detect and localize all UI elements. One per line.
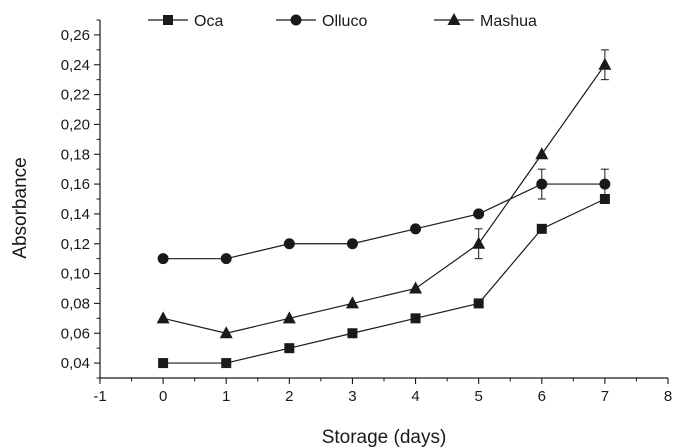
- data-point: [536, 178, 548, 190]
- x-tick-label: 2: [285, 388, 293, 405]
- data-point: [158, 358, 169, 369]
- y-tick-label: 0,06: [61, 325, 90, 342]
- data-point: [282, 311, 296, 324]
- x-tick-label: 4: [411, 388, 419, 405]
- legend: Oca Olluco Mashua: [148, 13, 537, 30]
- legend-item-olluco: Olluco: [276, 13, 367, 30]
- data-point: [410, 313, 421, 324]
- y-tick-label: 0,18: [61, 146, 90, 163]
- data-point: [535, 147, 549, 160]
- x-tick-label: 6: [538, 388, 546, 405]
- series-layer: [156, 49, 612, 369]
- data-point: [157, 253, 169, 265]
- y-axis-title: Absorbance: [10, 157, 31, 258]
- series-line: [162, 64, 606, 334]
- y-tick-label: 0,04: [61, 355, 90, 372]
- data-point: [473, 208, 485, 220]
- y-tick-label: 0,14: [61, 206, 90, 223]
- data-point: [221, 358, 232, 369]
- data-point: [410, 223, 422, 235]
- x-tick-label: 3: [348, 388, 356, 405]
- series-oca: [158, 194, 610, 369]
- y-tick-label: 0,22: [61, 87, 90, 104]
- y-tick-label: 0,24: [61, 57, 90, 74]
- data-point: [283, 238, 295, 250]
- x-tick-label: 7: [601, 388, 609, 405]
- x-tick-label: 1: [222, 388, 230, 405]
- x-tick-label: 5: [474, 388, 482, 405]
- axes: -1 0 1 2 3 4 5 6 7 8 0,04 0,06 0,08 0,10 0,12 0,14 0,16 0…: [61, 19, 672, 405]
- series-line: [163, 198, 606, 364]
- y-tick-label: 0,20: [61, 116, 90, 133]
- x-axis-title: Storage (days): [322, 427, 447, 448]
- data-point: [347, 328, 358, 339]
- data-point: [536, 223, 547, 234]
- data-point: [598, 57, 612, 70]
- series-olluco: [157, 168, 611, 265]
- y-tick-label: 0,16: [61, 176, 90, 193]
- data-point: [156, 311, 170, 324]
- data-point: [599, 178, 611, 190]
- legend-label: Mashua: [480, 13, 537, 30]
- data-point: [346, 238, 358, 250]
- series-mashua: [156, 49, 612, 339]
- series-line: [163, 183, 605, 260]
- legend-marker-icon: [447, 13, 461, 25]
- data-point: [220, 253, 232, 265]
- y-tick-label: 0,26: [61, 27, 90, 44]
- legend-label: Oca: [194, 13, 223, 30]
- legend-item-oca: Oca: [148, 13, 223, 30]
- x-tick-label: 8: [664, 388, 672, 405]
- data-point: [219, 326, 233, 339]
- legend-marker-icon: [290, 14, 302, 26]
- x-tick-label: -1: [93, 388, 106, 405]
- legend-label: Olluco: [322, 13, 367, 30]
- legend-item-mashua: Mashua: [434, 13, 537, 30]
- data-point: [473, 298, 484, 309]
- x-tick-label: 0: [159, 388, 167, 405]
- legend-marker-icon: [163, 15, 173, 25]
- y-tick-label: 0,12: [61, 236, 90, 253]
- data-point: [472, 236, 486, 249]
- data-point: [345, 296, 359, 309]
- y-tick-label: 0,10: [61, 266, 90, 283]
- data-point: [409, 281, 423, 294]
- y-tick-label: 0,08: [61, 295, 90, 312]
- data-point: [284, 343, 295, 354]
